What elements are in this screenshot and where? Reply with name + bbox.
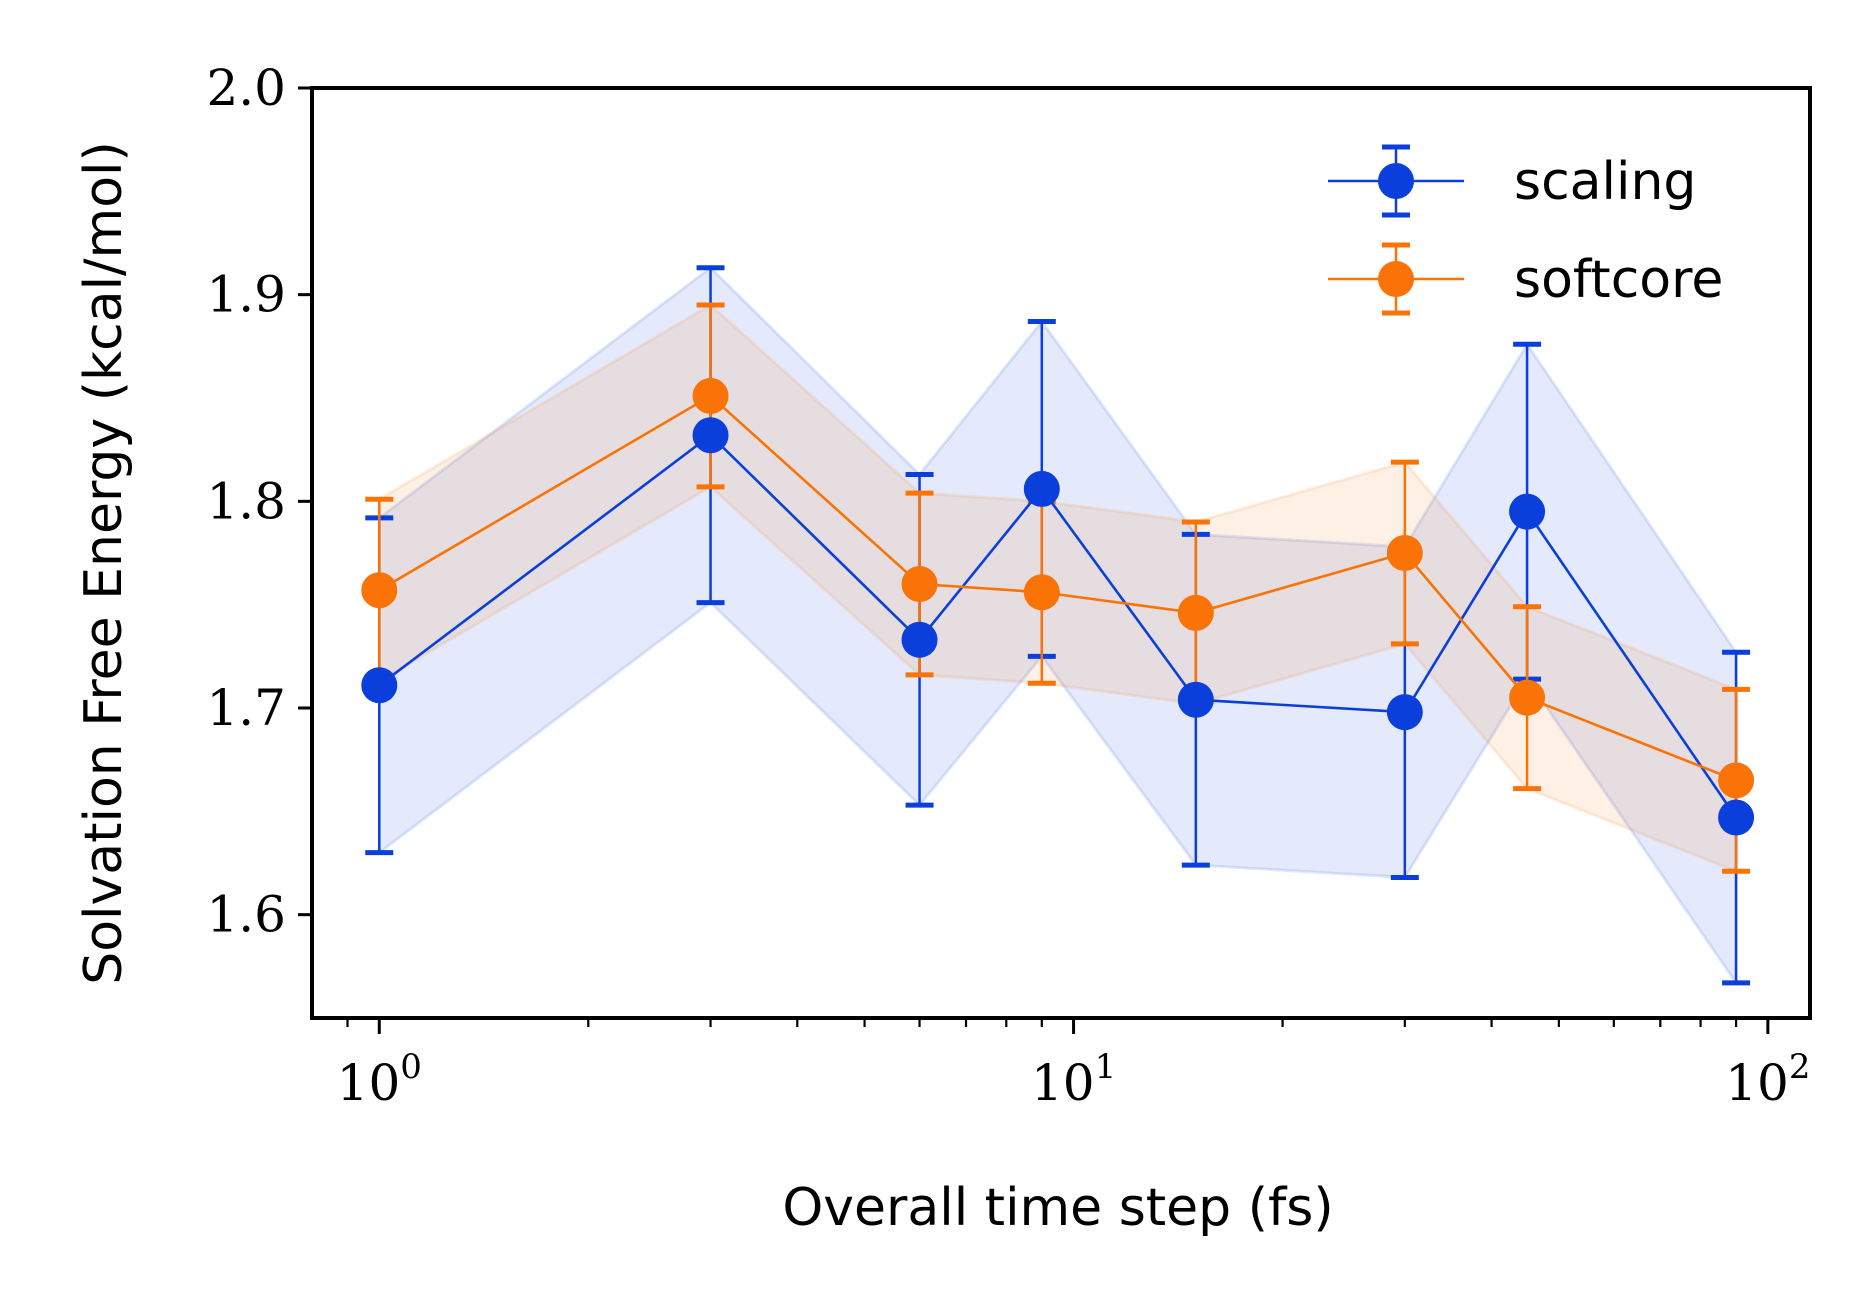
series-line-softcore — [378, 394, 1737, 782]
y-tick-label: 1.9 — [206, 266, 286, 324]
data-point-softcore — [1718, 762, 1755, 799]
data-point-scaling — [1509, 493, 1546, 530]
data-point-scaling — [901, 621, 938, 658]
y-tick-label: 1.7 — [206, 679, 286, 737]
x-tick-label: 102 — [1725, 1047, 1810, 1112]
legend-label-scaling: scaling — [1514, 152, 1696, 212]
axes: 1.6 1.7 1.8 1.9 2.0 100 101 102 — [206, 59, 1812, 1112]
y-tick-label: 2.0 — [206, 59, 286, 117]
x-tick-label: 100 — [337, 1047, 422, 1112]
legend-item-softcore: softcore — [1328, 242, 1723, 316]
data-point-softcore — [1386, 535, 1423, 571]
legend: scaling softcore — [1328, 144, 1723, 316]
legend-marker — [1378, 261, 1414, 297]
data-point-softcore — [1509, 679, 1546, 716]
series-line-scaling — [378, 433, 1738, 819]
axes-frame — [310, 86, 1812, 1020]
data-point-scaling — [1718, 799, 1755, 836]
data-point-softcore — [361, 572, 398, 609]
data-point-scaling — [1386, 694, 1423, 731]
data-point-softcore — [692, 377, 729, 414]
x-tick-label: 101 — [1031, 1047, 1116, 1112]
data-point-scaling — [692, 417, 729, 454]
legend-label-softcore: softcore — [1514, 250, 1723, 310]
data-point-softcore — [1023, 574, 1060, 611]
data-point-scaling — [1177, 681, 1214, 718]
legend-marker — [1378, 163, 1414, 199]
data-point-scaling — [361, 667, 398, 704]
data-point-softcore — [901, 566, 938, 602]
legend-item-scaling: scaling — [1328, 144, 1696, 218]
x-axis-title: Overall time step (fs) — [782, 1178, 1333, 1238]
data-point-softcore — [1177, 594, 1214, 631]
y-axis-title: Solvation Free Energy (kcal/mol) — [74, 141, 134, 985]
y-tick-label: 1.8 — [206, 472, 286, 530]
y-tick-label: 1.6 — [206, 886, 286, 944]
plot-area — [361, 265, 1755, 988]
data-point-scaling — [1023, 470, 1060, 507]
